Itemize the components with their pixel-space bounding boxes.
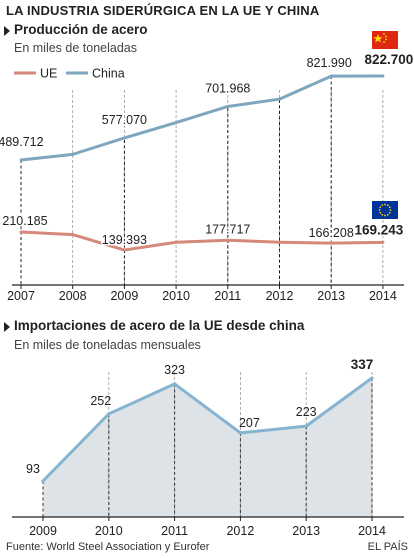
eu-data-label: 139.393 xyxy=(102,233,147,247)
eu-flag-star xyxy=(388,206,391,209)
imports-data-label: 323 xyxy=(164,363,185,377)
imports-data-point xyxy=(304,424,308,428)
eu-flag-star xyxy=(381,213,384,216)
imports-data-point xyxy=(238,431,242,435)
imports-data-label: 252 xyxy=(90,394,111,408)
x-tick-label: 2009 xyxy=(110,289,138,303)
publisher-credit: EL PAÍS xyxy=(367,541,408,553)
eu-flag-star xyxy=(386,213,389,216)
legend-label-eu: UE xyxy=(40,67,57,81)
eu-flag-field xyxy=(372,201,398,219)
eu-data-point xyxy=(19,230,23,234)
china-data-point xyxy=(71,152,75,156)
china-data-label: 701.968 xyxy=(205,81,250,95)
eu-data-point xyxy=(226,238,230,242)
eu-flag-star xyxy=(381,204,384,207)
x-tick-label: 2014 xyxy=(358,524,386,538)
imports-data-point xyxy=(41,479,45,483)
x-tick-label: 2012 xyxy=(266,289,294,303)
chart2-title: Importaciones de acero de la UE desde ch… xyxy=(14,318,305,333)
china-flag-small-star xyxy=(383,33,385,35)
imports-data-label: 337 xyxy=(351,357,374,372)
x-tick-label: 2009 xyxy=(29,524,57,538)
imports-area-fill xyxy=(43,378,372,517)
eu-flag-star xyxy=(378,209,381,211)
eu-data-label: 169.243 xyxy=(354,222,403,237)
x-tick-label: 2011 xyxy=(214,289,241,303)
production-chart: 2007 2008 2009 2010 2011 2012 2013 2014 489.712 5… xyxy=(0,31,414,303)
eu-flag-star xyxy=(384,203,386,206)
main-title: LA INDUSTRIA SIDERÚRGICA EN LA UE Y CHIN… xyxy=(6,3,320,18)
eu-data-point xyxy=(381,240,385,244)
eu-flag-star xyxy=(388,211,391,214)
eu-series-line xyxy=(20,230,383,252)
china-data-point xyxy=(226,104,230,108)
china-data-label: 577.070 xyxy=(102,113,147,127)
china-flag-small-star xyxy=(383,41,385,43)
imports-series-line xyxy=(41,376,373,483)
china-data-point xyxy=(329,74,333,78)
eu-flag-star xyxy=(384,214,386,217)
eu-data-point xyxy=(122,248,126,252)
chart-legend: UE China xyxy=(14,67,125,81)
eu-data-point xyxy=(71,233,75,237)
x-tick-label: 2007 xyxy=(7,289,35,303)
chart1-title: Producción de acero xyxy=(14,22,148,37)
x-tick-label: 2010 xyxy=(95,524,123,538)
x-tick-label: 2010 xyxy=(162,289,190,303)
eu-data-label: 166.208 xyxy=(309,226,354,240)
china-data-label: 489.712 xyxy=(0,135,44,149)
china-data-point xyxy=(278,97,281,101)
china-flag-small-star xyxy=(385,38,387,41)
chart2-subtitle: En miles de toneladas mensuales xyxy=(14,338,201,352)
china-data-point xyxy=(174,121,178,125)
x-tick-label: 2011 xyxy=(161,524,188,538)
eu-data-label: 177.717 xyxy=(205,222,250,236)
china-data-label: 822.700 xyxy=(364,52,413,67)
imports-data-label: 207 xyxy=(239,416,260,430)
china-data-point xyxy=(381,74,385,78)
x-tick-label: 2012 xyxy=(226,524,254,538)
imports-data-point xyxy=(173,382,177,386)
china-flag-small-star xyxy=(385,35,387,38)
source-note: Fuente: World Steel Association y Eurofe… xyxy=(6,541,210,553)
eu-flag-icon xyxy=(372,201,398,219)
section-bullet-icon xyxy=(4,26,10,36)
section-bullet-icon xyxy=(4,322,10,332)
imports-data-point xyxy=(107,412,111,416)
chart1-subtitle: En miles de toneladas xyxy=(14,41,137,55)
legend-label-china: China xyxy=(92,67,125,81)
china-flag-star xyxy=(373,34,383,43)
eu-data-point xyxy=(174,240,178,244)
imports-data-point xyxy=(370,376,374,380)
china-flag-icon xyxy=(372,31,398,49)
eu-data-label: 210.185 xyxy=(2,214,47,228)
x-tick-label: 2014 xyxy=(369,289,397,303)
eu-data-point xyxy=(278,240,281,244)
eu-data-point xyxy=(329,241,333,245)
eu-flag-star xyxy=(379,206,382,209)
eu-flag-star xyxy=(389,209,392,211)
x-tick-label: 2008 xyxy=(59,289,87,303)
eu-flag-star xyxy=(379,211,382,214)
x-tick-label: 2013 xyxy=(292,524,320,538)
imports-data-label: 93 xyxy=(26,462,40,476)
china-data-point xyxy=(19,158,23,162)
china-data-label: 821.990 xyxy=(307,56,352,70)
china-data-point xyxy=(122,136,126,140)
china-series-line xyxy=(20,74,383,162)
x-tick-label: 2013 xyxy=(317,289,345,303)
eu-flag-star xyxy=(386,204,389,207)
imports-data-label: 223 xyxy=(296,405,317,419)
